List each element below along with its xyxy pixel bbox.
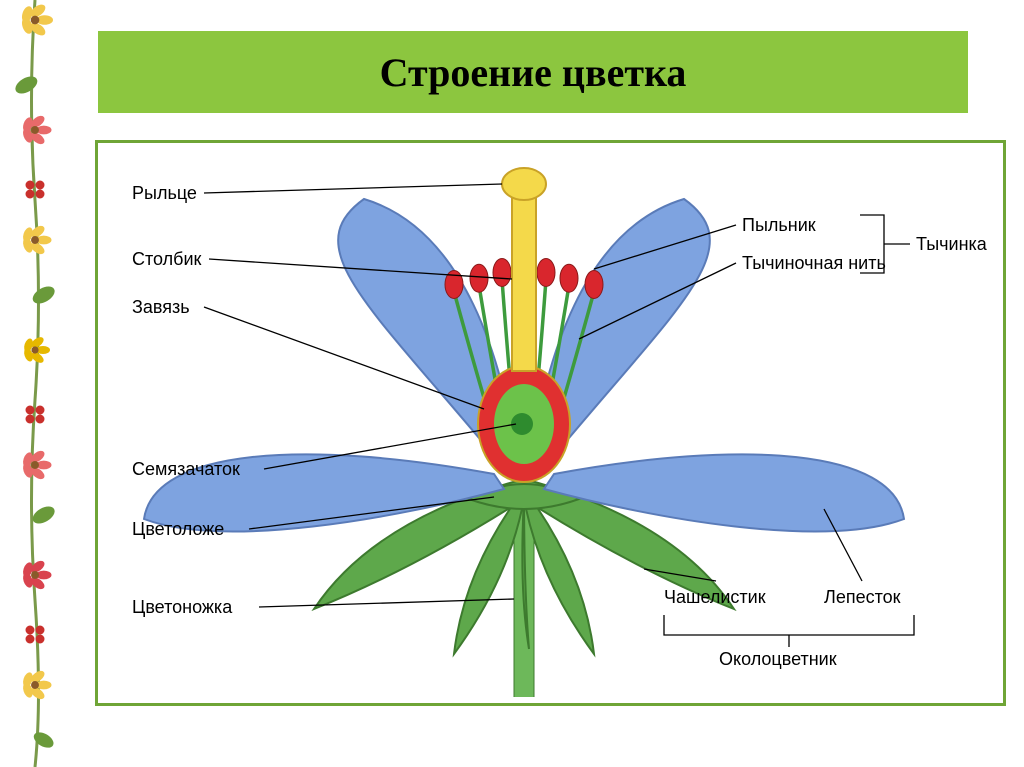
label-anther: Пыльник	[742, 215, 816, 236]
label-ovule: Семязачаток	[132, 459, 240, 480]
label-stigma: Рыльце	[132, 183, 197, 204]
slide: Строение цветка Рыльце Столбик Завязь Се…	[0, 0, 1024, 767]
page-title: Строение цветка	[380, 49, 687, 96]
diagram-frame: Рыльце Столбик Завязь Семязачаток Цветол…	[95, 140, 1006, 706]
label-petal: Лепесток	[824, 587, 901, 608]
label-perianth: Околоцветник	[719, 649, 837, 670]
label-ovary: Завязь	[132, 297, 190, 318]
label-stamen: Тычинка	[916, 234, 987, 255]
label-filament: Тычиночная нить	[742, 253, 886, 274]
label-pedicel: Цветоножка	[132, 597, 232, 618]
flower-diagram	[104, 149, 997, 697]
label-sepal: Чашелистик	[664, 587, 766, 608]
diagram-inner: Рыльце Столбик Завязь Семязачаток Цветол…	[104, 149, 997, 697]
flower-strip	[0, 0, 70, 767]
label-style: Столбик	[132, 249, 201, 270]
label-receptacle: Цветоложе	[132, 519, 224, 540]
title-bar: Строение цветка	[95, 28, 971, 116]
